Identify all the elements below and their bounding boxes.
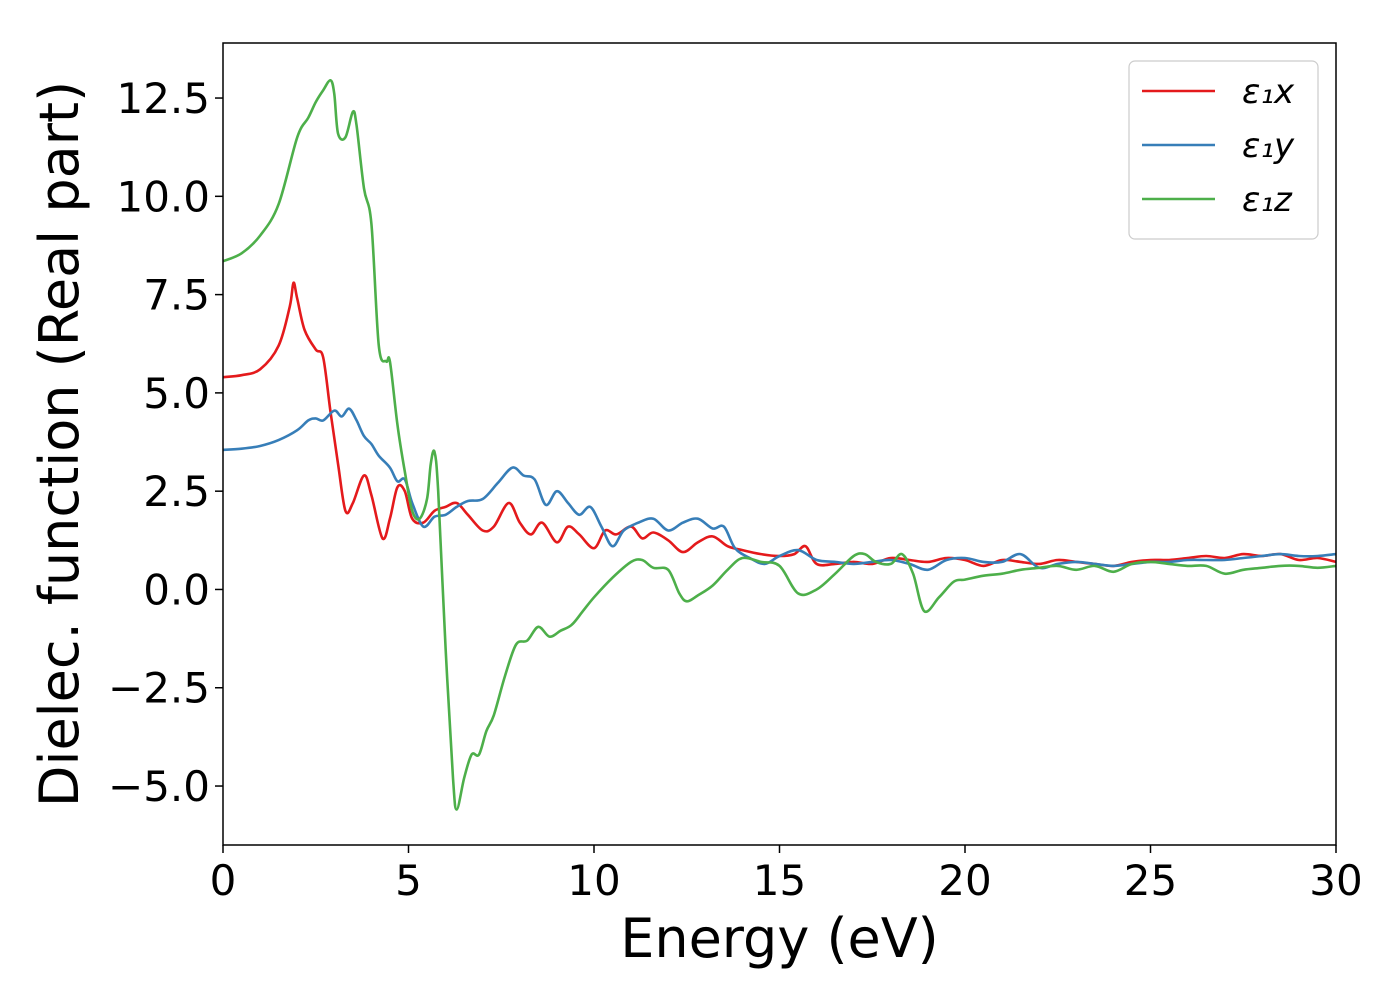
y-tick-label: −5.0 (108, 762, 210, 811)
x-tick-label: 15 (753, 856, 806, 905)
series-line-1 (223, 281, 1336, 568)
legend-label: ε₁z (1242, 180, 1293, 220)
legend: ε₁x ε₁y ε₁z (1128, 60, 1319, 240)
y-axis-label: Dielec. function (Real part) (28, 81, 91, 807)
x-axis-ticks: 0 5 10 15 20 25 30 (210, 845, 1363, 905)
y-tick-label: 7.5 (143, 271, 210, 320)
y-tick-label: 12.5 (116, 74, 210, 123)
y-tick-label: 0.0 (143, 565, 210, 614)
legend-label: ε₁y (1242, 126, 1295, 166)
x-tick-label: 10 (567, 856, 620, 905)
x-tick-label: 25 (1124, 856, 1177, 905)
x-tick-label: 30 (1309, 856, 1362, 905)
y-axis-ticks: −5.0 −2.5 0.0 2.5 5.0 7.5 10.0 12.5 (108, 74, 223, 811)
y-tick-label: 10.0 (116, 172, 210, 221)
series-line-2 (223, 407, 1336, 572)
y-tick-label: 5.0 (143, 369, 210, 418)
series-line-3 (223, 79, 1336, 811)
y-tick-label: 2.5 (143, 467, 210, 516)
legend-label: ε₁x (1242, 72, 1295, 112)
y-tick-label: −2.5 (108, 664, 210, 713)
legend-box (1128, 60, 1319, 240)
x-tick-label: 20 (938, 856, 991, 905)
series-layer (223, 79, 1336, 811)
x-tick-label: 5 (395, 856, 422, 905)
x-tick-label: 0 (210, 856, 237, 905)
x-axis-label: Energy (eV) (620, 907, 939, 970)
